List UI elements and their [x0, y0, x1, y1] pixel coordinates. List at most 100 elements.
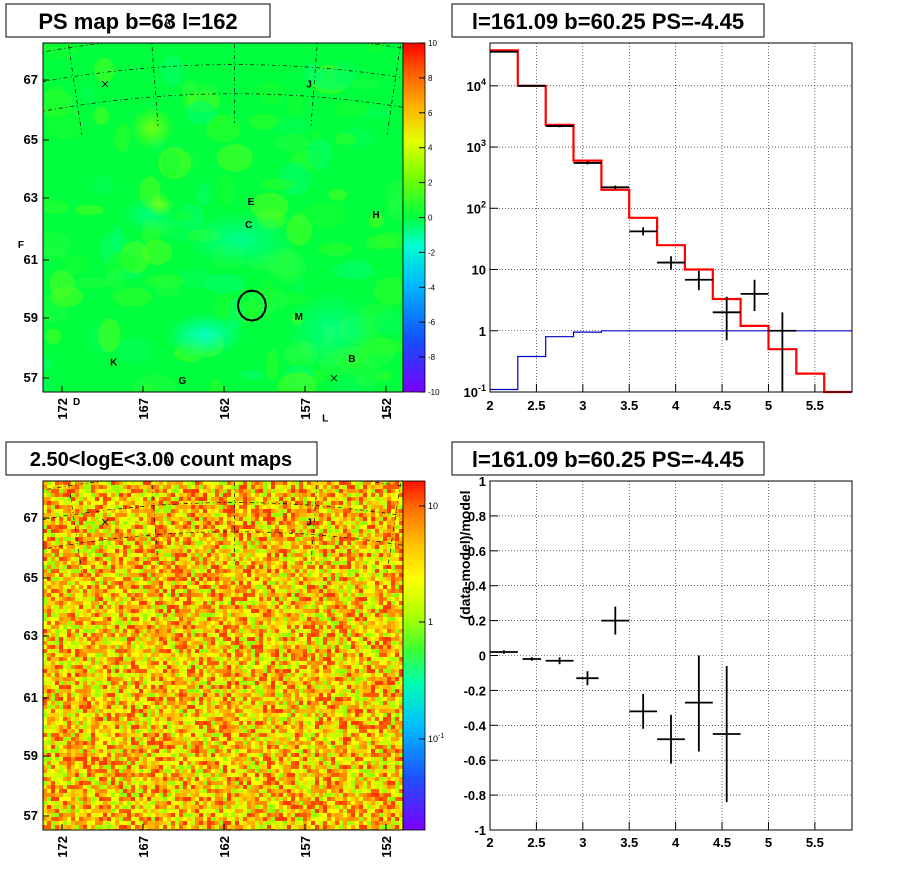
count-map-pixel	[395, 641, 399, 645]
count-map-pixel	[123, 565, 127, 569]
count-map-pixel	[223, 653, 227, 657]
count-map-pixel	[179, 581, 183, 585]
count-map-pixel	[319, 581, 323, 585]
count-map-pixel	[335, 493, 339, 497]
count-map-pixel	[127, 509, 131, 513]
count-map-pixel	[311, 617, 315, 621]
count-map-pixel	[295, 497, 299, 501]
count-map-pixel	[59, 689, 63, 693]
count-map-pixel	[143, 561, 147, 565]
count-map-pixel	[99, 481, 103, 485]
count-map-pixel	[203, 553, 207, 557]
count-map-pixel	[243, 545, 247, 549]
count-map-pixel	[71, 609, 75, 613]
spectrum-frame	[490, 43, 852, 392]
count-map-pixel	[187, 581, 191, 585]
count-map-pixel	[63, 541, 67, 545]
count-map-pixel	[219, 525, 223, 529]
count-map-pixel	[347, 549, 351, 553]
count-map-pixel	[299, 669, 303, 673]
count-map-pixel	[327, 537, 331, 541]
count-map-pixel	[199, 545, 203, 549]
count-map-pixel	[143, 601, 147, 605]
count-map-pixel	[383, 545, 387, 549]
count-map-pixel	[299, 605, 303, 609]
count-map-pixel	[363, 485, 367, 489]
count-map-pixel	[227, 557, 231, 561]
count-map-pixel	[183, 649, 187, 653]
count-map-pixel	[151, 605, 155, 609]
count-map-pixel	[375, 637, 379, 641]
count-map-pixel	[383, 485, 387, 489]
count-map-pixel	[103, 581, 107, 585]
count-map-pixel	[55, 649, 59, 653]
count-map-pixel	[159, 677, 163, 681]
count-map-pixel	[327, 617, 331, 621]
count-map-pixel	[79, 685, 83, 689]
count-map-pixel	[79, 485, 83, 489]
count-map-pixel	[115, 657, 119, 661]
count-map-pixel	[179, 557, 183, 561]
count-map-pixel	[127, 581, 131, 585]
y-tick-label: 10-1	[464, 383, 486, 400]
count-map-pixel	[227, 621, 231, 625]
count-map-pixel	[391, 653, 395, 657]
count-map-pixel	[187, 637, 191, 641]
count-map-pixel	[307, 489, 311, 493]
count-map-pixel	[231, 685, 235, 689]
count-map-pixel	[371, 685, 375, 689]
count-map-pixel	[251, 673, 255, 677]
count-map-pixel	[219, 617, 223, 621]
count-map-pixel	[127, 541, 131, 545]
count-map-pixel	[71, 593, 75, 597]
count-map-pixel	[243, 645, 247, 649]
count-map-pixel	[391, 505, 395, 509]
count-map-pixel	[123, 601, 127, 605]
count-map-pixel	[131, 621, 135, 625]
count-map-pixel	[67, 529, 71, 533]
count-map-pixel	[127, 597, 131, 601]
count-map-pixel	[259, 565, 263, 569]
count-map-pixel	[163, 545, 167, 549]
ps-map-cell	[274, 134, 309, 152]
count-map-pixel	[319, 629, 323, 633]
count-map-pixel	[103, 533, 107, 537]
count-map-pixel	[139, 557, 143, 561]
count-map-pixel	[147, 557, 151, 561]
count-map-pixel	[103, 589, 107, 593]
count-map-pixel	[87, 593, 91, 597]
count-map-pixel	[199, 585, 203, 589]
count-map-pixel	[239, 585, 243, 589]
count-map-pixel	[91, 637, 95, 641]
count-map-pixel	[79, 625, 83, 629]
count-map-pixel	[319, 533, 323, 537]
ps-map-cell	[328, 189, 347, 201]
count-map-pixel	[131, 569, 135, 573]
count-map-pixel	[279, 541, 283, 545]
count-map-pixel	[63, 581, 67, 585]
count-map-pixel	[275, 577, 279, 581]
count-map-pixel	[383, 617, 387, 621]
count-map-pixel	[275, 541, 279, 545]
count-map-pixel	[295, 605, 299, 609]
count-map-pixel	[223, 613, 227, 617]
count-map-pixel	[387, 613, 391, 617]
count-map-pixel	[91, 653, 95, 657]
count-map-pixel	[311, 589, 315, 593]
count-map-pixel	[63, 605, 67, 609]
count-map-pixel	[319, 605, 323, 609]
count-map-pixel	[83, 525, 87, 529]
count-map-pixel	[139, 517, 143, 521]
count-map-pixel	[271, 513, 275, 517]
count-map-pixel	[111, 589, 115, 593]
count-map-pixel	[147, 677, 151, 681]
count-map-pixel	[339, 597, 343, 601]
count-map-pixel	[223, 485, 227, 489]
count-map-pixel	[327, 641, 331, 645]
count-map-pixel	[91, 529, 95, 533]
count-map-pixel	[327, 661, 331, 665]
count-map-pixel	[51, 481, 55, 485]
count-map-pixel	[347, 581, 351, 585]
count-map-pixel	[323, 525, 327, 529]
count-map-pixel	[267, 577, 271, 581]
